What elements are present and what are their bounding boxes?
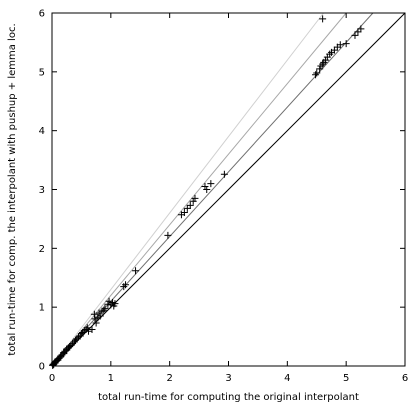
data-point	[95, 309, 103, 317]
data-point	[77, 330, 85, 338]
data-point	[80, 327, 88, 335]
data-point	[183, 204, 191, 212]
data-point	[203, 186, 211, 193]
data-point	[312, 71, 320, 79]
data-point	[66, 343, 74, 351]
y-tick-label: 6	[39, 9, 45, 20]
reference-line-3	[51, 12, 347, 367]
data-point	[120, 283, 128, 291]
data-point	[67, 341, 75, 349]
data-point	[180, 208, 188, 216]
axis-ticks: 0 1 2 3 4 5 6 0 1 2 3 4 5 6	[39, 9, 409, 385]
data-point	[88, 326, 96, 334]
data-point	[72, 336, 80, 344]
data-point	[201, 183, 209, 191]
data-point	[132, 267, 140, 275]
data-point	[330, 46, 338, 54]
data-point	[326, 50, 334, 58]
data-point	[104, 300, 112, 308]
data-point	[207, 180, 215, 188]
data-point	[122, 281, 130, 289]
data-point	[164, 231, 172, 239]
data-point	[191, 194, 199, 202]
x-tick-label: 1	[108, 373, 114, 384]
data-point	[189, 197, 197, 205]
data-point	[98, 307, 106, 315]
data-point	[74, 333, 82, 341]
x-tick-label: 5	[343, 373, 349, 384]
data-point	[90, 310, 98, 318]
x-tick-label: 3	[225, 373, 231, 384]
reference-line-1	[51, 12, 406, 367]
data-point	[100, 306, 108, 314]
data-point	[322, 56, 330, 64]
data-point	[351, 31, 359, 39]
data-point	[354, 28, 362, 36]
data-points	[49, 15, 365, 369]
x-tick-label: 0	[49, 373, 55, 384]
data-point	[91, 315, 99, 323]
data-point	[96, 312, 104, 320]
y-axis-label: total run-time for comp. the interpolant…	[7, 23, 18, 355]
data-point	[79, 328, 87, 336]
reference-lines	[51, 12, 406, 367]
data-point	[357, 25, 365, 33]
data-point	[105, 297, 113, 305]
data-point	[73, 335, 81, 343]
y-tick-label: 1	[39, 303, 45, 314]
data-point	[317, 62, 325, 70]
reference-line-4	[51, 12, 324, 367]
data-point	[342, 40, 350, 48]
y-tick-label: 4	[39, 126, 45, 137]
data-point	[111, 300, 119, 308]
y-tick-label: 5	[39, 67, 45, 78]
data-point	[186, 201, 194, 209]
data-point	[92, 319, 100, 327]
data-point	[101, 304, 109, 312]
data-point	[316, 65, 324, 73]
y-tick-label: 0	[39, 362, 45, 373]
data-point	[336, 41, 344, 49]
data-point	[220, 170, 228, 178]
data-point	[69, 340, 77, 348]
data-point	[319, 60, 327, 68]
data-point	[319, 15, 327, 23]
x-tick-label: 2	[166, 373, 172, 384]
y-tick-label: 3	[39, 185, 45, 196]
plot-frame	[51, 12, 406, 367]
y-tick-label: 2	[39, 244, 45, 255]
data-point	[83, 324, 91, 332]
data-point	[313, 69, 321, 77]
data-point	[84, 327, 92, 335]
x-axis-label: total run-time for computing the origina…	[98, 392, 359, 403]
x-tick-label: 6	[402, 373, 408, 384]
x-tick-label: 4	[284, 373, 290, 384]
